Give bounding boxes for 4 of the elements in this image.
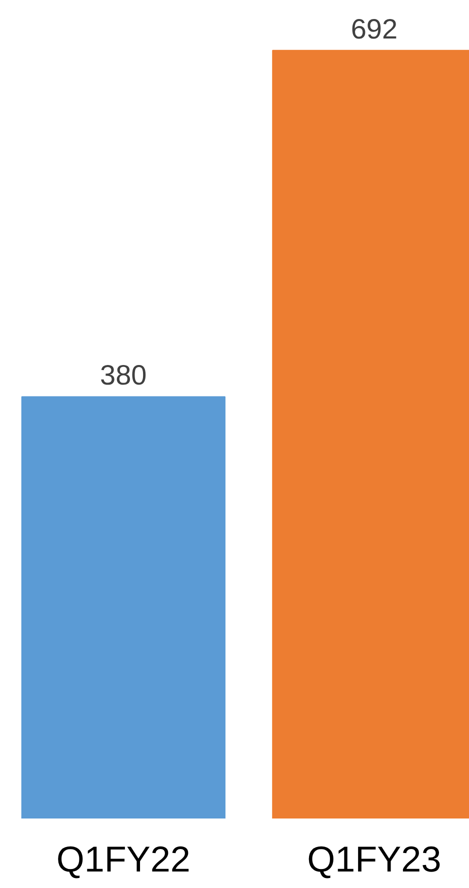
x-tick-label: Q1FY23 — [307, 838, 442, 880]
x-tick-label: Q1FY22 — [56, 838, 190, 880]
data-label: 380 — [100, 360, 147, 391]
data-label: 692 — [350, 13, 398, 44]
